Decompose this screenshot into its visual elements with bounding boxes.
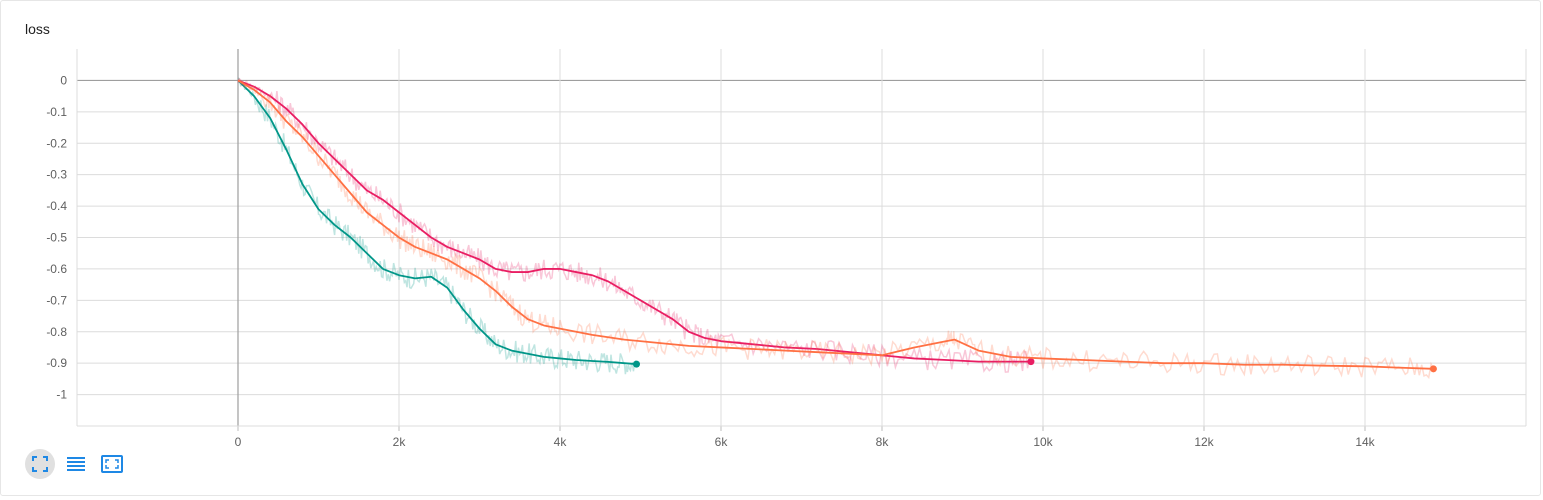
series-end-point: [632, 360, 640, 368]
toggle-y-log-button[interactable]: [61, 449, 91, 479]
x-tick-label: 4k: [554, 435, 568, 449]
y-tick-label: -0.9: [46, 356, 67, 370]
fullscreen-icon: [32, 456, 48, 472]
y-tick-label: -0.3: [46, 168, 67, 182]
y-tick-label: -0.8: [46, 325, 67, 339]
series-raw-line: [237, 77, 1032, 373]
chart-title: loss: [25, 21, 50, 37]
series-end-point: [1027, 358, 1035, 366]
x-tick-label: 0: [235, 435, 242, 449]
list-icon: [67, 457, 85, 471]
y-tick-label: -1: [56, 388, 67, 402]
x-tick-label: 6k: [715, 435, 729, 449]
x-tick-label: 10k: [1033, 435, 1053, 449]
x-tick-label: 14k: [1355, 435, 1375, 449]
x-tick-label: 8k: [876, 435, 890, 449]
series-raw-line: [237, 77, 638, 375]
y-tick-label: 0: [60, 73, 67, 87]
y-tick-label: -0.6: [46, 262, 67, 276]
y-tick-label: -0.5: [46, 231, 67, 245]
expand-chart-button[interactable]: [97, 449, 127, 479]
y-tick-label: -0.1: [46, 105, 67, 119]
x-tick-label: 2k: [393, 435, 407, 449]
series-raw-line: [237, 78, 1435, 380]
series-line: [237, 79, 1031, 363]
y-tick-label: -0.7: [46, 293, 67, 307]
fit-domain-button[interactable]: [25, 449, 55, 479]
y-tick-label: -0.2: [46, 136, 67, 150]
series-line: [237, 79, 637, 366]
y-tick-label: -0.4: [46, 199, 67, 213]
x-tick-label: 12k: [1194, 435, 1214, 449]
chart-toolbar: [25, 449, 127, 479]
expand-icon: [101, 455, 123, 473]
series-line: [237, 79, 1434, 370]
series-end-point: [1429, 365, 1437, 373]
